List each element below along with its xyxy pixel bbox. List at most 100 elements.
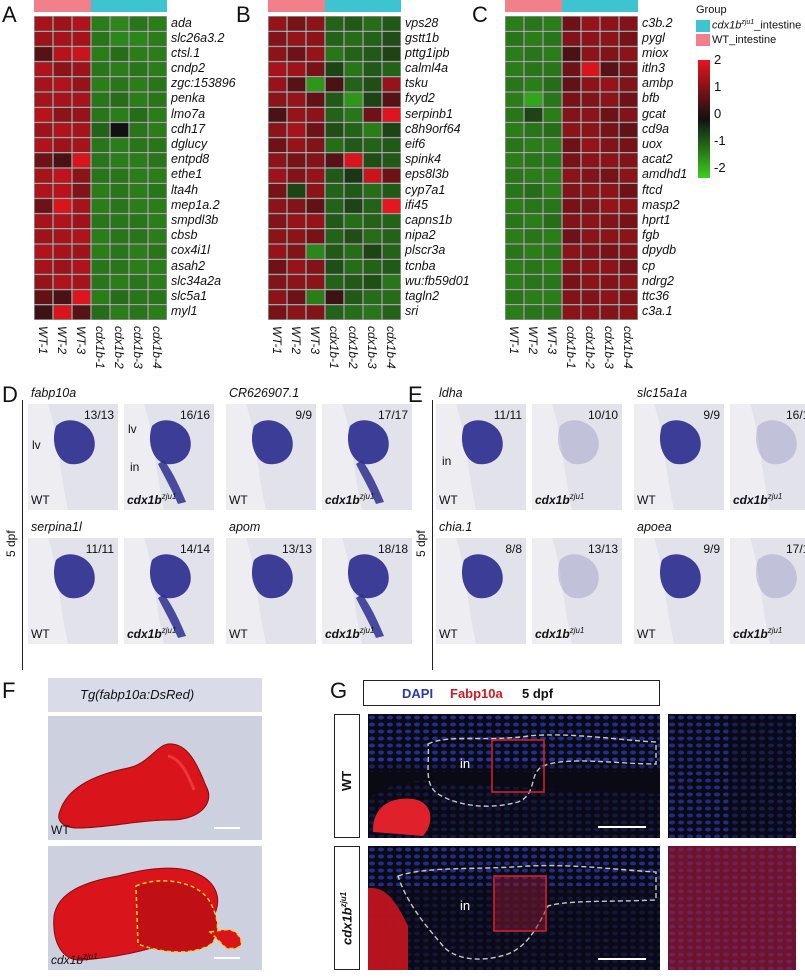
gene-label: hprt1 xyxy=(642,212,671,227)
panel-g-wt-section: in xyxy=(368,714,660,838)
ish-stain xyxy=(48,404,118,510)
heatmap-cell xyxy=(581,31,600,47)
panel-f-wt-image: WT xyxy=(48,716,262,840)
gene-label: nipa2 xyxy=(405,228,436,243)
group-annotation-cell xyxy=(148,0,167,12)
heatmap-cell xyxy=(129,16,148,31)
heatmap-cell xyxy=(91,213,110,229)
heatmap-cell xyxy=(268,61,287,77)
heatmap-cell xyxy=(600,107,619,123)
heatmap-cell xyxy=(110,61,129,77)
gene-label: c8h9orf64 xyxy=(405,121,461,136)
heatmap-cell xyxy=(129,61,148,77)
panel-d-bracket xyxy=(22,400,23,670)
heatmap-cell xyxy=(53,137,72,153)
heatmap-cell xyxy=(325,122,344,138)
heatmap-cell xyxy=(619,168,638,183)
heatmap-cell xyxy=(110,77,129,92)
heatmap-cell xyxy=(306,61,325,77)
heatmap-cell xyxy=(505,229,524,244)
heatmap-cell xyxy=(110,107,129,123)
heatmap-cell xyxy=(562,259,581,275)
ish-tile: 13/13 cdx1bzju1 xyxy=(532,538,622,644)
heatmap-cell xyxy=(581,213,600,229)
heatmap-cell xyxy=(148,153,167,168)
heatmap-cell xyxy=(505,77,524,92)
heatmap-cell xyxy=(543,107,562,123)
heatmap-cell xyxy=(382,183,401,199)
heatmap-cell xyxy=(543,289,562,305)
heatmap-cell xyxy=(34,198,53,214)
heatmap-cell xyxy=(581,168,600,183)
panel-label-f: F xyxy=(2,678,16,703)
ish-tile: slc15a1a 9/9 WT xyxy=(634,386,724,510)
heatmap-cell xyxy=(562,92,581,107)
heatmap-cell xyxy=(562,61,581,77)
gene-label: ctsl.1 xyxy=(171,45,201,60)
group-annotation-cell xyxy=(287,0,306,12)
sample-label: cdx1b-1 xyxy=(326,326,341,369)
panel-f-title: Tg(fabp10a:DsRed) xyxy=(80,687,195,702)
heatmap-cell xyxy=(363,107,382,123)
group-annotation-cell xyxy=(129,0,148,12)
panel-f-mut-image: cdx1bzju1 xyxy=(48,846,262,970)
gene-label: eif6 xyxy=(405,137,426,151)
heatmap-cell xyxy=(562,244,581,259)
ish-tile: 16/16 cdx1bzju1 xyxy=(730,404,805,510)
heatmap-cell xyxy=(619,46,638,62)
heatmap-cell xyxy=(619,304,638,320)
heatmap-cell xyxy=(34,229,53,244)
heatmap-cell xyxy=(600,153,619,168)
heatmap-cell xyxy=(562,304,581,320)
heatmap-cell xyxy=(306,77,325,92)
heatmap-cell xyxy=(619,274,638,290)
heatmap-cell xyxy=(524,77,543,92)
sample-label: WT-2 xyxy=(288,326,303,355)
heatmap-cell xyxy=(524,229,543,244)
heatmap-cell xyxy=(110,92,129,107)
heatmap-cell xyxy=(600,16,619,31)
heatmap-cell xyxy=(34,213,53,229)
heatmap-cell xyxy=(268,198,287,214)
panel-g-wt-zoom xyxy=(668,714,796,838)
heatmap-cell xyxy=(34,137,53,153)
gene-label: pttg1ipb xyxy=(405,45,450,60)
heatmap-cell xyxy=(524,61,543,77)
heatmap-cell xyxy=(110,137,129,153)
gene-label: lmo7a xyxy=(171,106,206,121)
heatmap-cell xyxy=(72,259,91,275)
ish-stain xyxy=(246,404,316,510)
intestine-label: in xyxy=(130,460,140,474)
heatmap-cell xyxy=(524,244,543,259)
heatmap-cell xyxy=(363,274,382,290)
gene-label: ftcd xyxy=(642,182,663,197)
gene-label: pygl xyxy=(642,30,665,45)
gene-label: slc34a2a xyxy=(171,273,222,288)
panel-label-b: B xyxy=(236,2,251,27)
heatmap-a: ada slc26a3.2 ctsl.1 cndp2 zgc:153896 penka lm… xyxy=(34,0,236,369)
sample-label: cdx1b-3 xyxy=(601,326,616,369)
heatmap-cell xyxy=(524,183,543,199)
heatmap-cell xyxy=(72,31,91,47)
heatmap-cell xyxy=(505,107,524,123)
heatmap-cell xyxy=(524,259,543,275)
ish-genotype: cdx1bzju1 xyxy=(325,492,375,507)
heatmap-cell xyxy=(619,122,638,138)
heatmap-cell xyxy=(34,274,53,290)
heatmap-cell xyxy=(344,259,363,275)
heatmap-cell xyxy=(562,122,581,138)
heatmap-cell xyxy=(53,244,72,259)
heatmap-cell xyxy=(619,229,638,244)
sample-label: cdx1b-2 xyxy=(582,326,597,369)
heatmap-cell xyxy=(562,31,581,47)
heatmap-cell xyxy=(600,229,619,244)
heatmap-cell xyxy=(543,304,562,320)
gene-label: entpd8 xyxy=(171,152,210,167)
sample-label: cdx1b-2 xyxy=(345,326,360,369)
heatmap-cell xyxy=(34,183,53,199)
panel-g-row-wt-label-box: WT xyxy=(334,714,360,838)
heatmap-cell xyxy=(581,61,600,77)
heatmap-cell xyxy=(344,31,363,47)
heatmap-cell xyxy=(363,153,382,168)
heatmap-cell xyxy=(72,229,91,244)
